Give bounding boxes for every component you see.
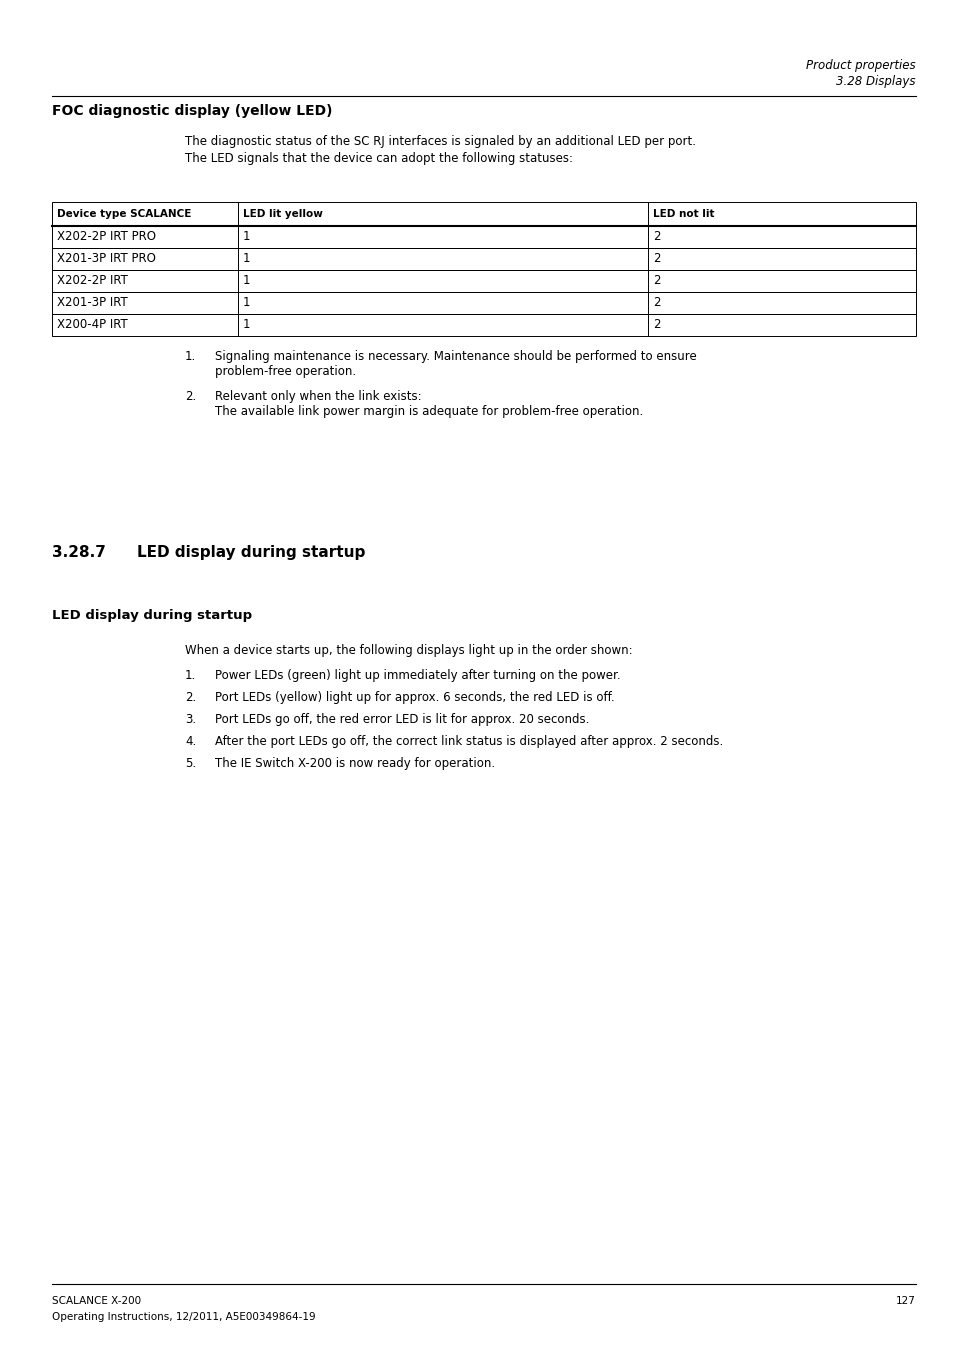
Text: 3.28 Displays: 3.28 Displays — [836, 76, 915, 88]
Text: When a device starts up, the following displays light up in the order shown:: When a device starts up, the following d… — [185, 644, 632, 657]
Text: 3.: 3. — [185, 713, 196, 726]
Text: 2: 2 — [653, 319, 660, 332]
Text: After the port LEDs go off, the correct link status is displayed after approx. 2: After the port LEDs go off, the correct … — [214, 734, 722, 748]
Text: X201-3P IRT PRO: X201-3P IRT PRO — [57, 252, 155, 266]
Text: 2: 2 — [653, 252, 660, 266]
Text: 5.: 5. — [185, 757, 196, 769]
Text: 1.: 1. — [185, 350, 196, 363]
Text: Relevant only when the link exists:: Relevant only when the link exists: — [214, 390, 421, 404]
Bar — [52, 225, 915, 248]
Text: The LED signals that the device can adopt the following statuses:: The LED signals that the device can adop… — [185, 153, 573, 165]
Text: 1: 1 — [242, 297, 250, 309]
Text: 1: 1 — [242, 319, 250, 332]
Text: 2: 2 — [653, 297, 660, 309]
Text: The available link power margin is adequate for problem-free operation.: The available link power margin is adequ… — [214, 405, 642, 418]
Bar — [52, 248, 915, 270]
Text: The diagnostic status of the SC RJ interfaces is signaled by an additional LED p: The diagnostic status of the SC RJ inter… — [185, 135, 696, 148]
Bar — [52, 292, 915, 315]
Text: Device type SCALANCE: Device type SCALANCE — [57, 209, 192, 219]
Text: Product properties: Product properties — [805, 59, 915, 72]
Text: Signaling maintenance is necessary. Maintenance should be performed to ensure: Signaling maintenance is necessary. Main… — [214, 350, 696, 363]
Text: 2: 2 — [653, 274, 660, 288]
Text: FOC diagnostic display (yellow LED): FOC diagnostic display (yellow LED) — [52, 104, 333, 117]
Bar — [52, 315, 915, 336]
Text: Port LEDs (yellow) light up for approx. 6 seconds, the red LED is off.: Port LEDs (yellow) light up for approx. … — [214, 691, 614, 703]
Text: 2.: 2. — [185, 691, 196, 703]
Text: 1: 1 — [242, 231, 250, 243]
Text: 1.: 1. — [185, 670, 196, 682]
Text: LED display during startup: LED display during startup — [137, 545, 365, 560]
Bar — [52, 270, 915, 292]
Text: 1: 1 — [242, 274, 250, 288]
Text: Power LEDs (green) light up immediately after turning on the power.: Power LEDs (green) light up immediately … — [214, 670, 620, 682]
Text: X202-2P IRT: X202-2P IRT — [57, 274, 128, 288]
Text: X202-2P IRT PRO: X202-2P IRT PRO — [57, 231, 156, 243]
Text: The IE Switch X-200 is now ready for operation.: The IE Switch X-200 is now ready for ope… — [214, 757, 495, 769]
Text: LED not lit: LED not lit — [653, 209, 714, 219]
Text: problem-free operation.: problem-free operation. — [214, 364, 355, 378]
Text: 127: 127 — [895, 1296, 915, 1305]
Text: SCALANCE X-200: SCALANCE X-200 — [52, 1296, 141, 1305]
Text: Port LEDs go off, the red error LED is lit for approx. 20 seconds.: Port LEDs go off, the red error LED is l… — [214, 713, 589, 726]
Text: 4.: 4. — [185, 734, 196, 748]
Text: 2: 2 — [653, 231, 660, 243]
Text: 2.: 2. — [185, 390, 196, 404]
Text: LED display during startup: LED display during startup — [52, 609, 252, 622]
Text: LED lit yellow: LED lit yellow — [242, 209, 322, 219]
Text: 1: 1 — [242, 252, 250, 266]
Text: Operating Instructions, 12/2011, A5E00349864-19: Operating Instructions, 12/2011, A5E0034… — [52, 1312, 315, 1322]
Text: X201-3P IRT: X201-3P IRT — [57, 297, 128, 309]
Bar — [52, 202, 915, 225]
Text: X200-4P IRT: X200-4P IRT — [57, 319, 128, 332]
Text: 3.28.7: 3.28.7 — [52, 545, 106, 560]
